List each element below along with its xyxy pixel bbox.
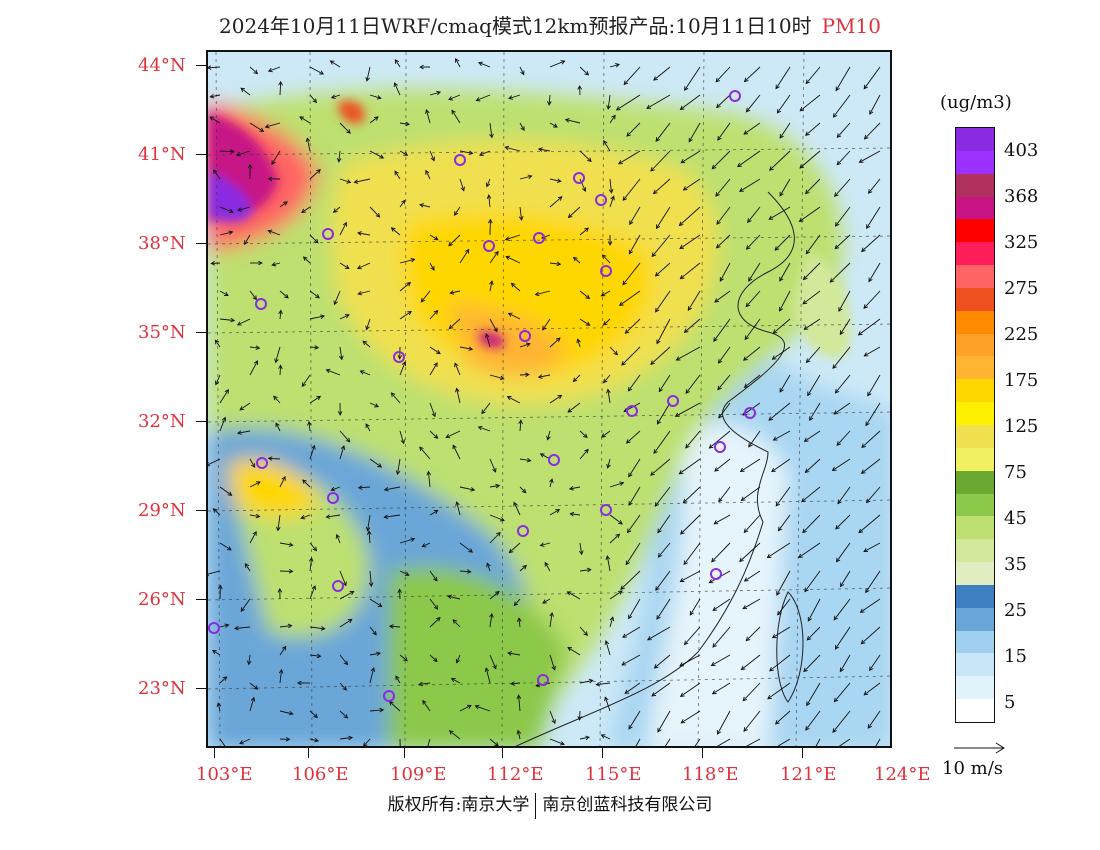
lat-label-26: 26°N: [138, 589, 186, 610]
map-title: 2024年10月11日WRF/cmaq模式12km预报产品:10月11日10时 P…: [0, 10, 1100, 39]
legend-label: 175: [1004, 370, 1039, 391]
legend-swatch: [956, 310, 994, 335]
lon-label-112: 112°E: [487, 764, 544, 785]
legend-swatch: [956, 516, 994, 540]
legend-label: 45: [1004, 508, 1027, 529]
city-marker: [600, 504, 612, 516]
legend-swatch: [956, 562, 994, 586]
city-marker: [548, 454, 560, 466]
legend-swatch: [956, 630, 994, 654]
city-marker: [573, 172, 585, 184]
lat-label-35: 35°N: [138, 322, 186, 343]
title-text: 2024年10月11日WRF/cmaq模式12km预报产品:10月11日10时: [219, 14, 812, 38]
city-marker: [626, 405, 638, 417]
copyright-company: 南京创蓝科技有限公司: [542, 795, 713, 815]
lon-label-106: 106°E: [292, 764, 349, 785]
copyright-footer: 版权所有:南京大学 南京创蓝科技有限公司: [0, 790, 1100, 819]
lat-label-44: 44°N: [138, 55, 186, 76]
legend-swatch: [956, 699, 994, 723]
legend-label: 15: [1004, 646, 1027, 667]
wind-scale-label: 10 m/s: [942, 758, 1003, 779]
legend-swatch: [956, 470, 994, 495]
lon-label-121: 121°E: [780, 764, 837, 785]
legend-label: 125: [1004, 416, 1039, 437]
legend-swatch: [956, 607, 994, 632]
wind-arrow-icon: [954, 742, 1005, 754]
legend-swatch: [956, 653, 994, 677]
city-marker: [332, 580, 344, 592]
copyright-owner: 版权所有:南京大学: [387, 795, 530, 815]
city-marker: [729, 90, 741, 102]
lon-label-109: 109°E: [390, 764, 447, 785]
legend-label: 5: [1004, 692, 1016, 713]
legend-label: 368: [1004, 186, 1039, 207]
city-marker: [744, 407, 756, 419]
color-legend: [955, 127, 995, 723]
legend-swatch: [956, 539, 994, 563]
city-marker: [714, 441, 726, 453]
city-marker: [600, 265, 612, 277]
legend-label: 75: [1004, 462, 1027, 483]
legend-swatch: [956, 584, 994, 609]
city-marker: [517, 525, 529, 537]
legend-swatch: [956, 493, 994, 517]
lat-label-41: 41°N: [138, 144, 186, 165]
city-marker: [255, 298, 267, 310]
legend-swatch: [956, 676, 994, 700]
lon-label-124: 124°E: [874, 764, 931, 785]
legend-swatch: [956, 242, 994, 266]
forecast-map: [206, 50, 892, 748]
pollution-field: [208, 52, 890, 746]
legend-swatch: [956, 402, 994, 426]
lat-label-38: 38°N: [138, 233, 186, 254]
lon-label-115: 115°E: [585, 764, 642, 785]
city-marker: [537, 674, 549, 686]
legend-swatch: [956, 287, 994, 312]
legend-swatch: [956, 219, 994, 243]
lat-label-23: 23°N: [138, 678, 186, 699]
variable-label: PM10: [821, 14, 881, 38]
city-marker: [533, 232, 545, 244]
city-marker: [519, 330, 531, 342]
legend-swatch: [956, 150, 994, 175]
legend-swatch: [956, 447, 994, 472]
city-marker: [393, 351, 405, 363]
city-marker: [454, 154, 466, 166]
city-marker: [322, 228, 334, 240]
city-marker: [383, 690, 395, 702]
city-marker: [710, 568, 722, 580]
lon-label-103: 103°E: [196, 764, 253, 785]
legend-swatch: [956, 379, 994, 403]
legend-swatch: [956, 356, 994, 380]
lon-label-118: 118°E: [682, 764, 739, 785]
legend-label: 403: [1004, 140, 1039, 161]
legend-swatch: [956, 333, 994, 357]
legend-swatch: [956, 173, 994, 198]
city-marker: [208, 622, 220, 634]
legend-label: 25: [1004, 600, 1027, 621]
city-marker: [667, 395, 679, 407]
legend-swatch: [956, 128, 994, 152]
lat-label-32: 32°N: [138, 411, 186, 432]
legend-swatch: [956, 196, 994, 220]
city-marker: [256, 457, 268, 469]
legend-units: (ug/m3): [940, 92, 1012, 113]
legend-label: 275: [1004, 278, 1039, 299]
city-marker: [327, 492, 339, 504]
city-marker: [483, 240, 495, 252]
lat-label-29: 29°N: [138, 500, 186, 521]
legend-label: 225: [1004, 324, 1039, 345]
legend-label: 325: [1004, 232, 1039, 253]
city-marker: [595, 194, 607, 206]
legend-label: 35: [1004, 554, 1027, 575]
legend-swatch: [956, 425, 994, 449]
legend-swatch: [956, 265, 994, 289]
